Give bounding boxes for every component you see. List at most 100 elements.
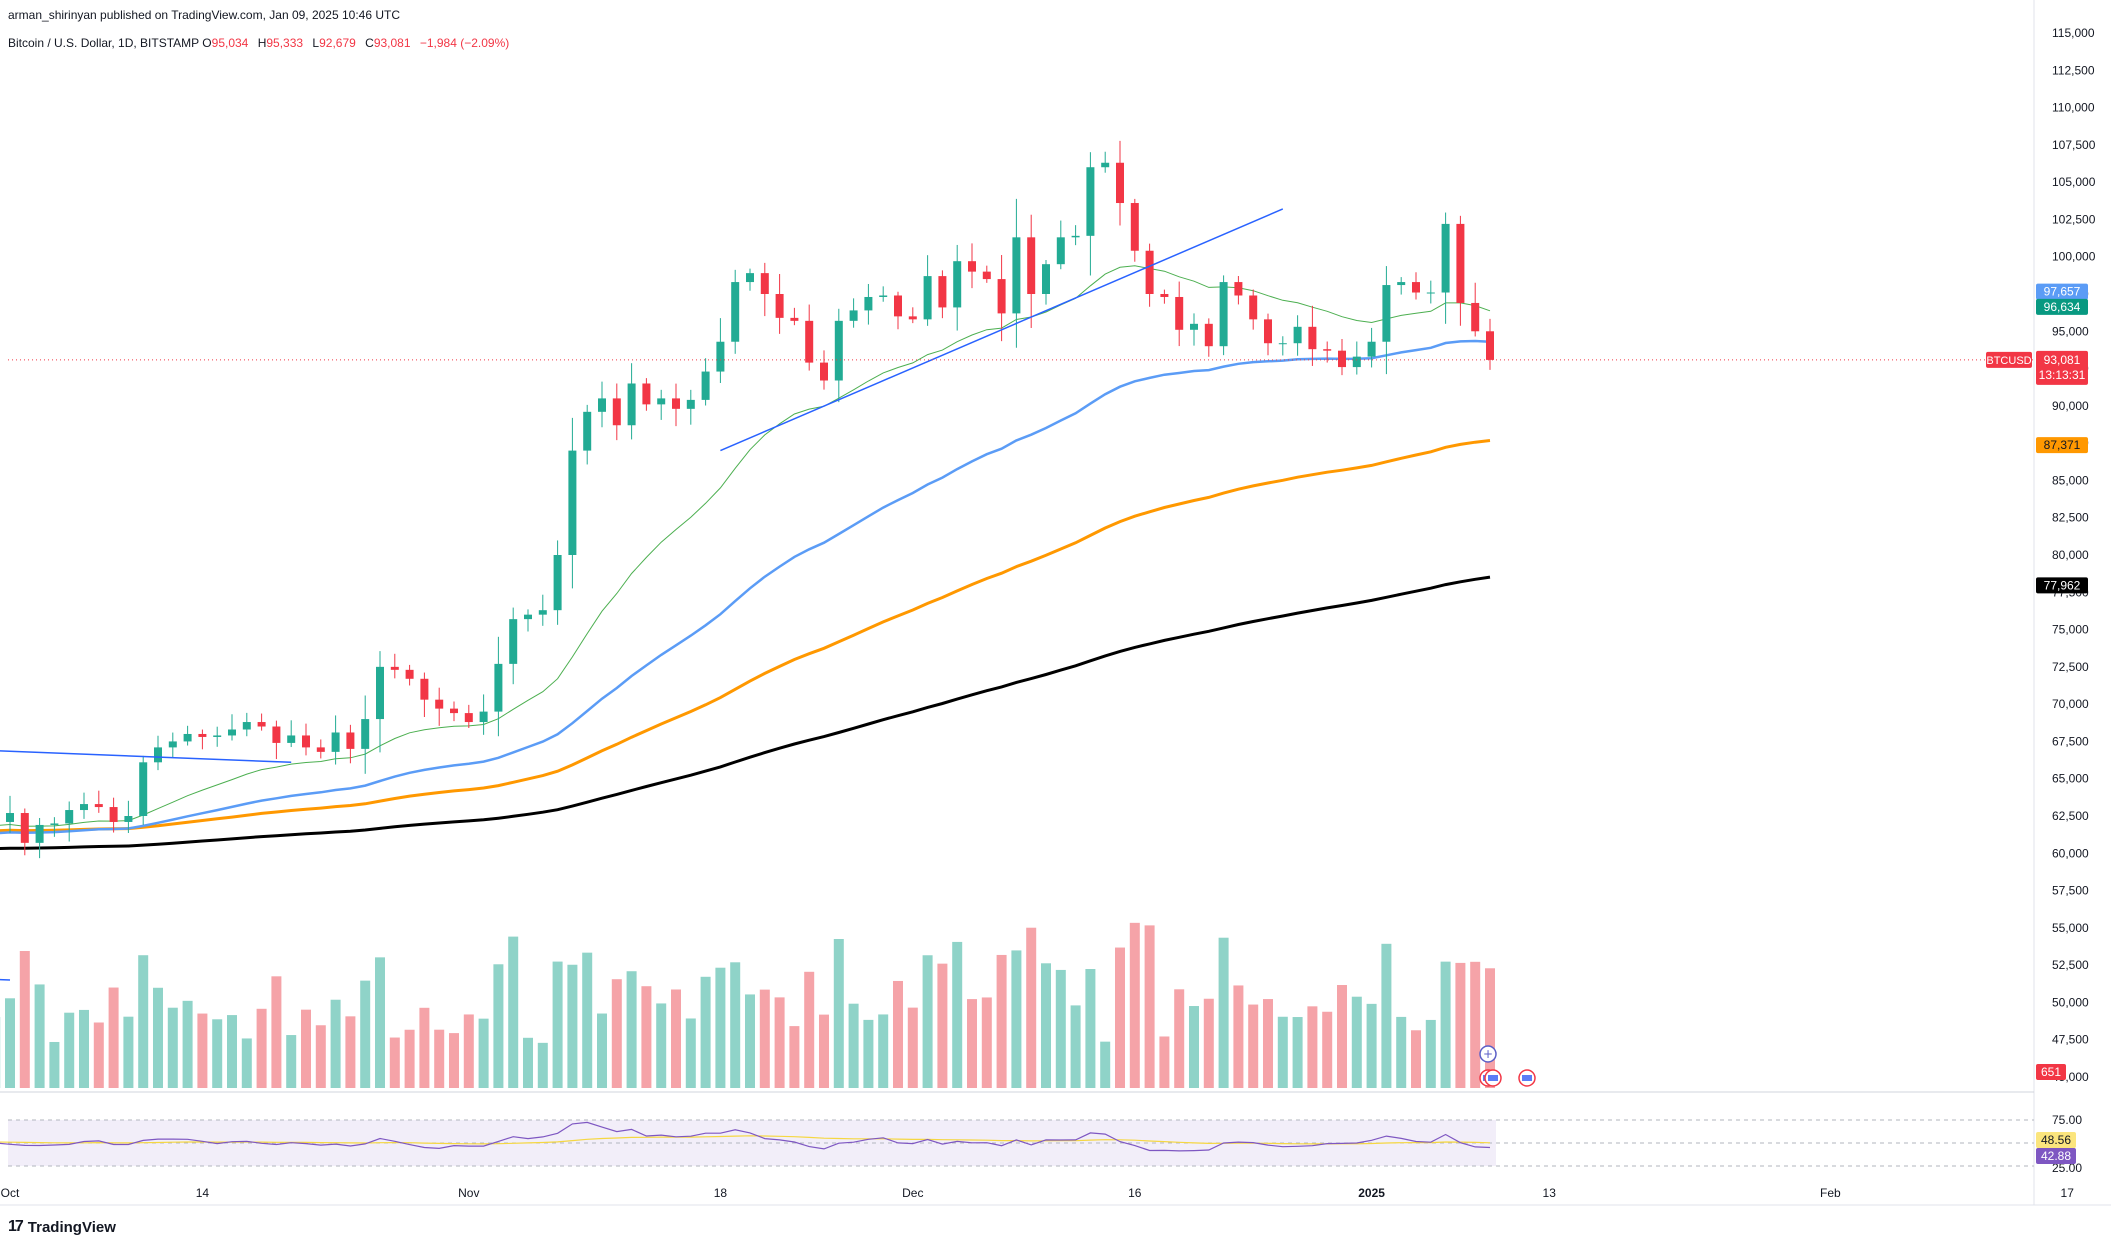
- volume-bar: [819, 1014, 829, 1088]
- plus-glyph: +: [1483, 1047, 1493, 1061]
- candle: [346, 724, 355, 764]
- volume-bar: [981, 997, 992, 1088]
- volume-bar: [256, 1008, 267, 1088]
- rsi-ma-line: [0, 1135, 1491, 1145]
- price-axis-tick: 85,000: [2052, 473, 2089, 487]
- volume-bar: [893, 980, 903, 1088]
- ema50-line: [0, 339, 1491, 835]
- candle-body: [361, 719, 370, 749]
- close-label: C: [365, 36, 374, 50]
- candle: [1264, 313, 1272, 356]
- candle: [642, 378, 651, 411]
- time-axis-tick: 18: [714, 1186, 728, 1200]
- candle-body: [953, 261, 962, 308]
- volume-bar: [730, 962, 741, 1088]
- candle: [805, 304, 814, 371]
- price-axis-tick: 80,000: [2052, 548, 2089, 562]
- candle: [1086, 152, 1095, 276]
- candle: [524, 609, 532, 632]
- candle: [1426, 280, 1435, 304]
- candle-body: [168, 741, 177, 748]
- candle: [20, 808, 29, 856]
- candle: [1071, 225, 1080, 246]
- candle: [272, 720, 281, 760]
- volume-bars: [0, 922, 1495, 1088]
- price-axis-tick: 115,000: [2052, 26, 2095, 40]
- candle: [1249, 289, 1258, 330]
- candle-body: [820, 362, 828, 381]
- candle-body: [982, 271, 991, 280]
- icon-flag: [1522, 1075, 1532, 1081]
- volume-bar: [1263, 999, 1273, 1088]
- candle: [1293, 315, 1302, 356]
- candle: [746, 268, 754, 291]
- volume-bar: [1351, 996, 1362, 1088]
- candle: [390, 653, 399, 679]
- candle-body: [1042, 264, 1050, 294]
- price-axis-tick: 70,000: [2052, 697, 2089, 711]
- candle-body: [6, 813, 14, 822]
- candle: [109, 797, 118, 833]
- candle: [65, 801, 74, 842]
- price-axis-tick: 105,000: [2052, 175, 2096, 189]
- candle: [834, 308, 843, 403]
- candle: [1204, 318, 1213, 357]
- candle-body: [1234, 282, 1243, 296]
- candle: [864, 283, 873, 325]
- candle: [435, 687, 444, 726]
- candle-body: [686, 399, 695, 409]
- candle-body: [316, 747, 325, 752]
- volume-bar: [463, 1014, 474, 1088]
- tradingview-brand[interactable]: 17 TradingView: [8, 1218, 116, 1236]
- volume-bar: [360, 980, 371, 1088]
- volume-bar: [1115, 947, 1125, 1088]
- candle-body: [1367, 341, 1376, 357]
- time-axis-tick: 17: [2061, 1186, 2075, 1200]
- candle: [35, 817, 44, 859]
- publisher-line: arman_shirinyan published on TradingView…: [8, 8, 401, 22]
- candle-body: [642, 383, 651, 405]
- volume-bar: [478, 1018, 489, 1088]
- price-axis-tick: 55,000: [2052, 921, 2089, 935]
- volume-bar: [952, 941, 963, 1088]
- candle: [154, 735, 162, 771]
- time-axis-tick: Feb: [1820, 1186, 1841, 1200]
- rising-support-trendline: [720, 208, 1284, 452]
- candle-body: [864, 296, 873, 311]
- axis-label-bg: [2036, 577, 2088, 594]
- candle-body: [716, 341, 725, 372]
- price-axis-tick: 110,000: [2052, 101, 2095, 115]
- candle: [1278, 336, 1287, 356]
- candle-body: [80, 804, 88, 811]
- time-axis-tick: 13: [1543, 1186, 1557, 1200]
- candle-body: [746, 273, 754, 283]
- volume-bar: [1085, 969, 1096, 1088]
- volume-bar: [271, 976, 282, 1088]
- candle-body: [509, 619, 518, 664]
- rsi-line: [0, 1121, 1491, 1152]
- volume-bar: [1292, 1017, 1303, 1088]
- ema100-axis-label: 87,371: [2036, 437, 2088, 454]
- volume-bar: [641, 986, 652, 1088]
- candle-body: [1219, 282, 1228, 347]
- candle: [94, 790, 103, 813]
- candle: [1323, 341, 1332, 363]
- candle-body: [1323, 349, 1332, 351]
- candle: [257, 713, 266, 731]
- candle-body: [1441, 223, 1450, 293]
- volume-bar: [1159, 1036, 1170, 1088]
- volume-bar: [863, 1019, 874, 1088]
- axis-label-bg: [2036, 1132, 2076, 1148]
- candle: [612, 383, 621, 441]
- volume-bar: [878, 1014, 889, 1088]
- candle-body: [968, 261, 976, 272]
- candle: [1352, 341, 1361, 375]
- candle: [583, 404, 592, 465]
- candle-body: [139, 762, 148, 816]
- price-axis-tick: 65,000: [2052, 772, 2089, 786]
- candle-body: [598, 398, 606, 412]
- candle-body: [450, 708, 458, 714]
- volume-bar: [922, 955, 933, 1088]
